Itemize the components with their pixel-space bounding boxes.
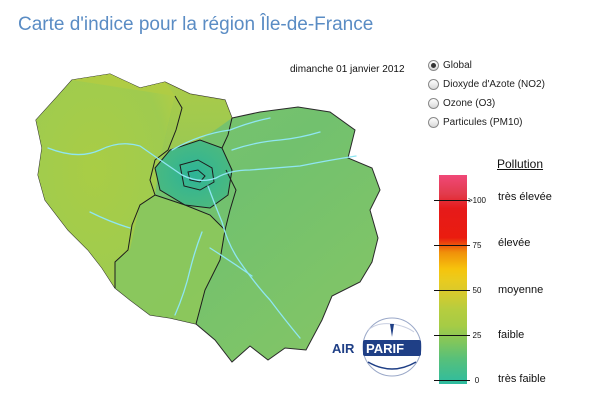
region-south [115,195,225,324]
region-center [155,140,232,208]
tick-line-75 [434,245,470,246]
tick-line-50 [434,290,470,291]
radio-no2[interactable]: Dioxyde d'Azote (NO2) [428,75,545,94]
region-north [72,74,232,160]
radio-global-label: Global [443,60,472,71]
region-west [36,74,175,288]
tick-label-100: >100 [467,196,487,205]
logo-text-air: AIR [332,341,355,356]
radio-no2-label: Dioxyde d'Azote (NO2) [443,79,545,90]
radio-pm10-label: Particules (PM10) [443,117,523,128]
tick-label-25: 25 [472,331,482,340]
logo-text-parif: PARIF [366,341,404,356]
date-label: dimanche 01 janvier 2012 [290,64,405,75]
tick-label-75: 75 [472,241,482,250]
radio-global-indicator[interactable] [428,60,439,71]
radio-pm10[interactable]: Particules (PM10) [428,113,545,132]
page-title: Carte d'indice pour la région Île-de-Fra… [18,14,374,35]
category-tres-elevee: très élevée [498,191,552,203]
pollution-scale-bar [439,175,467,384]
pollutant-selector: Global Dioxyde d'Azote (NO2) Ozone (O3) … [428,56,545,132]
tick-line-25 [434,335,470,336]
radio-ozone-label: Ozone (O3) [443,98,496,109]
radio-ozone-indicator[interactable] [428,98,439,109]
radio-ozone[interactable]: Ozone (O3) [428,94,545,113]
tick-line-0 [434,380,470,381]
radio-no2-indicator[interactable] [428,79,439,90]
legend-title: Pollution [497,157,544,171]
category-tres-faible: très faible [498,373,546,385]
radio-pm10-indicator[interactable] [428,117,439,128]
tick-label-0: 0 [474,376,480,385]
tick-line-100 [434,200,470,201]
rivers [47,117,357,339]
category-moyenne: moyenne [498,284,544,296]
category-elevee: élevée [498,237,531,249]
tick-label-50: 50 [472,286,482,295]
airparif-logo: AIR PARIF [332,317,422,377]
radio-global[interactable]: Global [428,56,545,75]
category-faible: faible [498,329,525,341]
